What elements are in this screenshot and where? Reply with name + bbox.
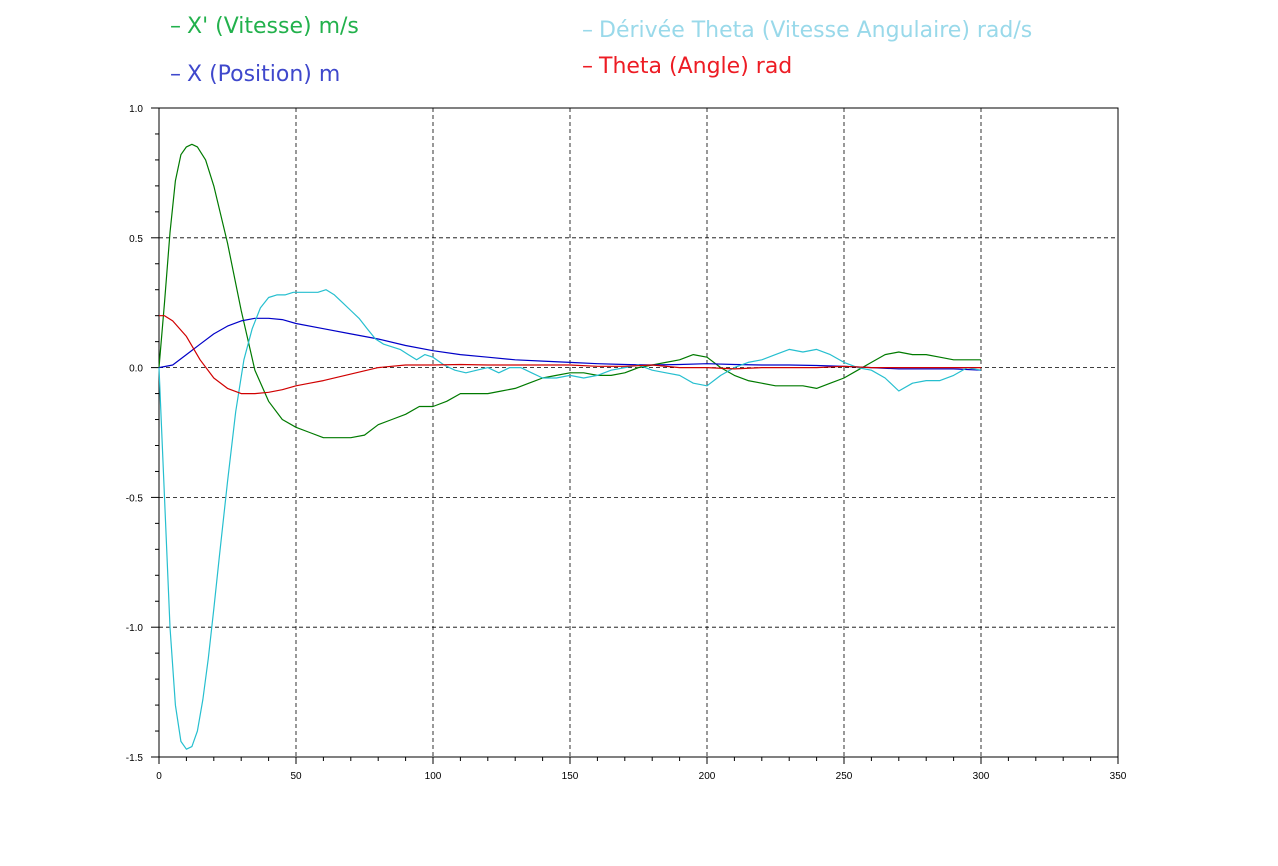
legend-item-derivee-theta: – Dérivée Theta (Vitesse Angulaire) rad/s bbox=[582, 18, 1032, 43]
series-lines bbox=[158, 143, 982, 750]
x-tick-label: 50 bbox=[290, 771, 302, 782]
plot-frame bbox=[158, 107, 1119, 758]
y-tick-label: -1.5 bbox=[126, 753, 144, 764]
y-tick-label: 0.5 bbox=[129, 234, 143, 245]
x-tick-label: 200 bbox=[699, 771, 716, 782]
grid-lines bbox=[159, 108, 1118, 757]
legend-item-position: – X (Position) m bbox=[170, 62, 340, 87]
y-tick-label: -0.5 bbox=[126, 493, 144, 504]
legend-label-position: X (Position) m bbox=[187, 62, 341, 87]
legend-label-derivee-theta: Dérivée Theta (Vitesse Angulaire) rad/s bbox=[599, 18, 1033, 43]
x-tick-label: 300 bbox=[973, 771, 990, 782]
x-tick-label: 0 bbox=[156, 771, 162, 782]
legend-label-vitesse: X' (Vitesse) m/s bbox=[187, 14, 359, 39]
y-tick-label: 0.0 bbox=[129, 364, 143, 375]
series-line-2 bbox=[158, 289, 982, 750]
legend-swatch-theta: – bbox=[582, 54, 593, 79]
legend-item-theta: – Theta (Angle) rad bbox=[582, 54, 792, 79]
x-tick-label: 100 bbox=[425, 771, 442, 782]
series-line-0 bbox=[158, 143, 981, 439]
legend-swatch-vitesse: – bbox=[170, 14, 181, 39]
x-tick-label: 250 bbox=[836, 771, 853, 782]
legend-swatch-position: – bbox=[170, 62, 181, 87]
series-line-3 bbox=[159, 315, 981, 395]
legend-item-vitesse: – X' (Vitesse) m/s bbox=[170, 14, 359, 39]
x-tick-label: 150 bbox=[562, 771, 579, 782]
series-line-1 bbox=[158, 317, 982, 371]
axis-ticks: 0 50 100 150 200 250 300 350 -1.5 -1.0 -0.5 0.0 0.5 1… bbox=[126, 104, 1127, 782]
legend-label-theta: Theta (Angle) rad bbox=[599, 54, 793, 79]
y-tick-label: 1.0 bbox=[129, 104, 143, 115]
x-tick-label: 350 bbox=[1110, 771, 1127, 782]
legend-swatch-derivee-theta: – bbox=[582, 18, 593, 43]
y-tick-label: -1.0 bbox=[126, 623, 144, 634]
